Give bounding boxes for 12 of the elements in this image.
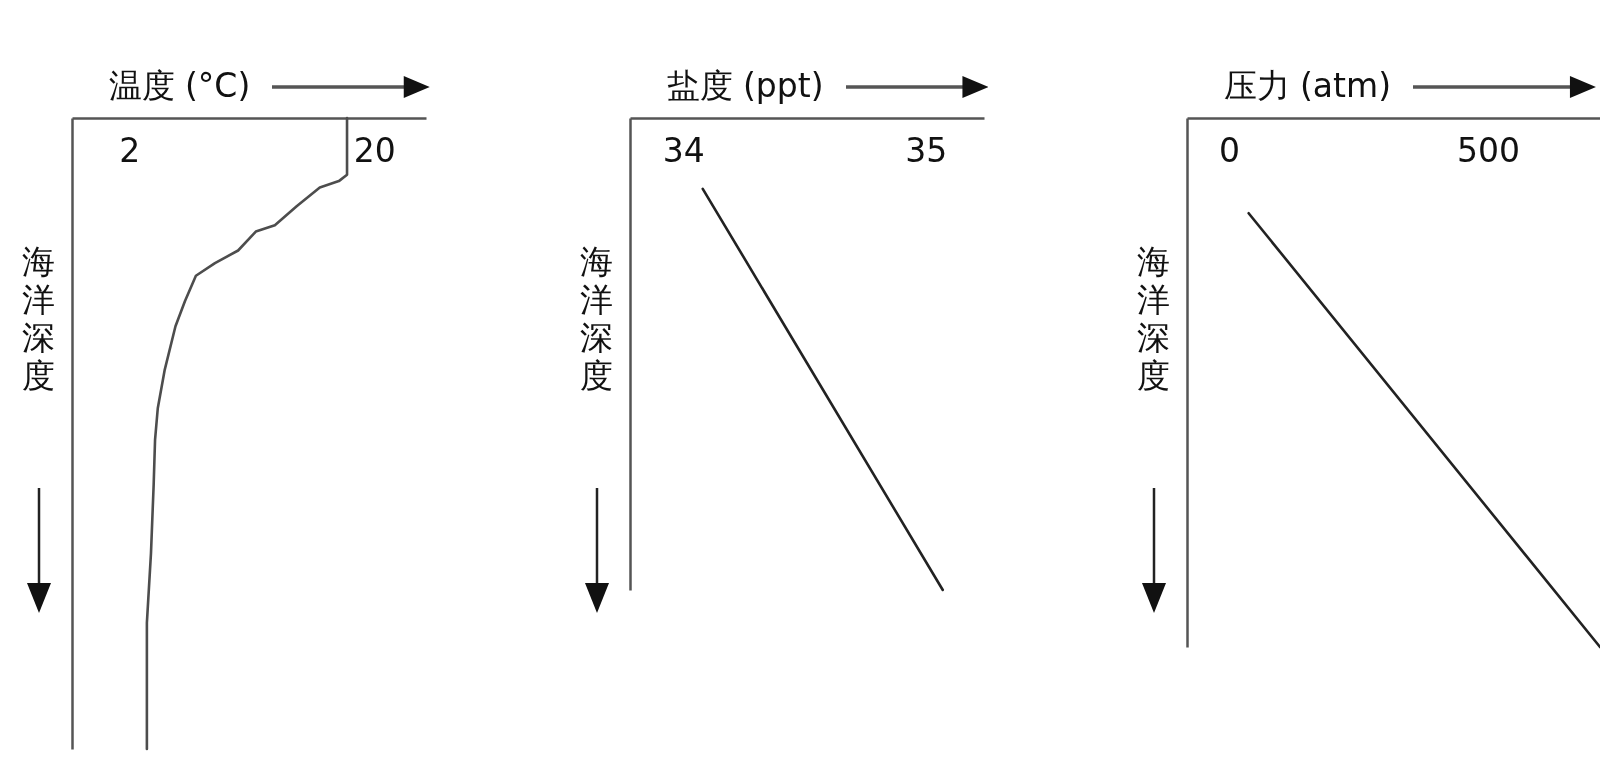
x-tick-label: 35: [905, 130, 948, 170]
x-axis-title: 压力 (atm): [1223, 65, 1392, 105]
x-tick-label: 500: [1457, 130, 1521, 170]
y-axis-title: 海洋深度: [1137, 241, 1170, 395]
x-tick-label: 34: [662, 130, 705, 170]
x-tick-label: 2: [119, 130, 141, 170]
x-tick-label: 20: [353, 130, 396, 170]
y-axis-title: 海洋深度: [580, 241, 613, 395]
x-tick-label: 0: [1218, 130, 1240, 170]
y-axis-title: 海洋深度: [22, 241, 55, 395]
x-axis-title: 盐度 (ppt): [666, 65, 824, 105]
x-axis-title: 温度 (°C): [108, 65, 251, 105]
